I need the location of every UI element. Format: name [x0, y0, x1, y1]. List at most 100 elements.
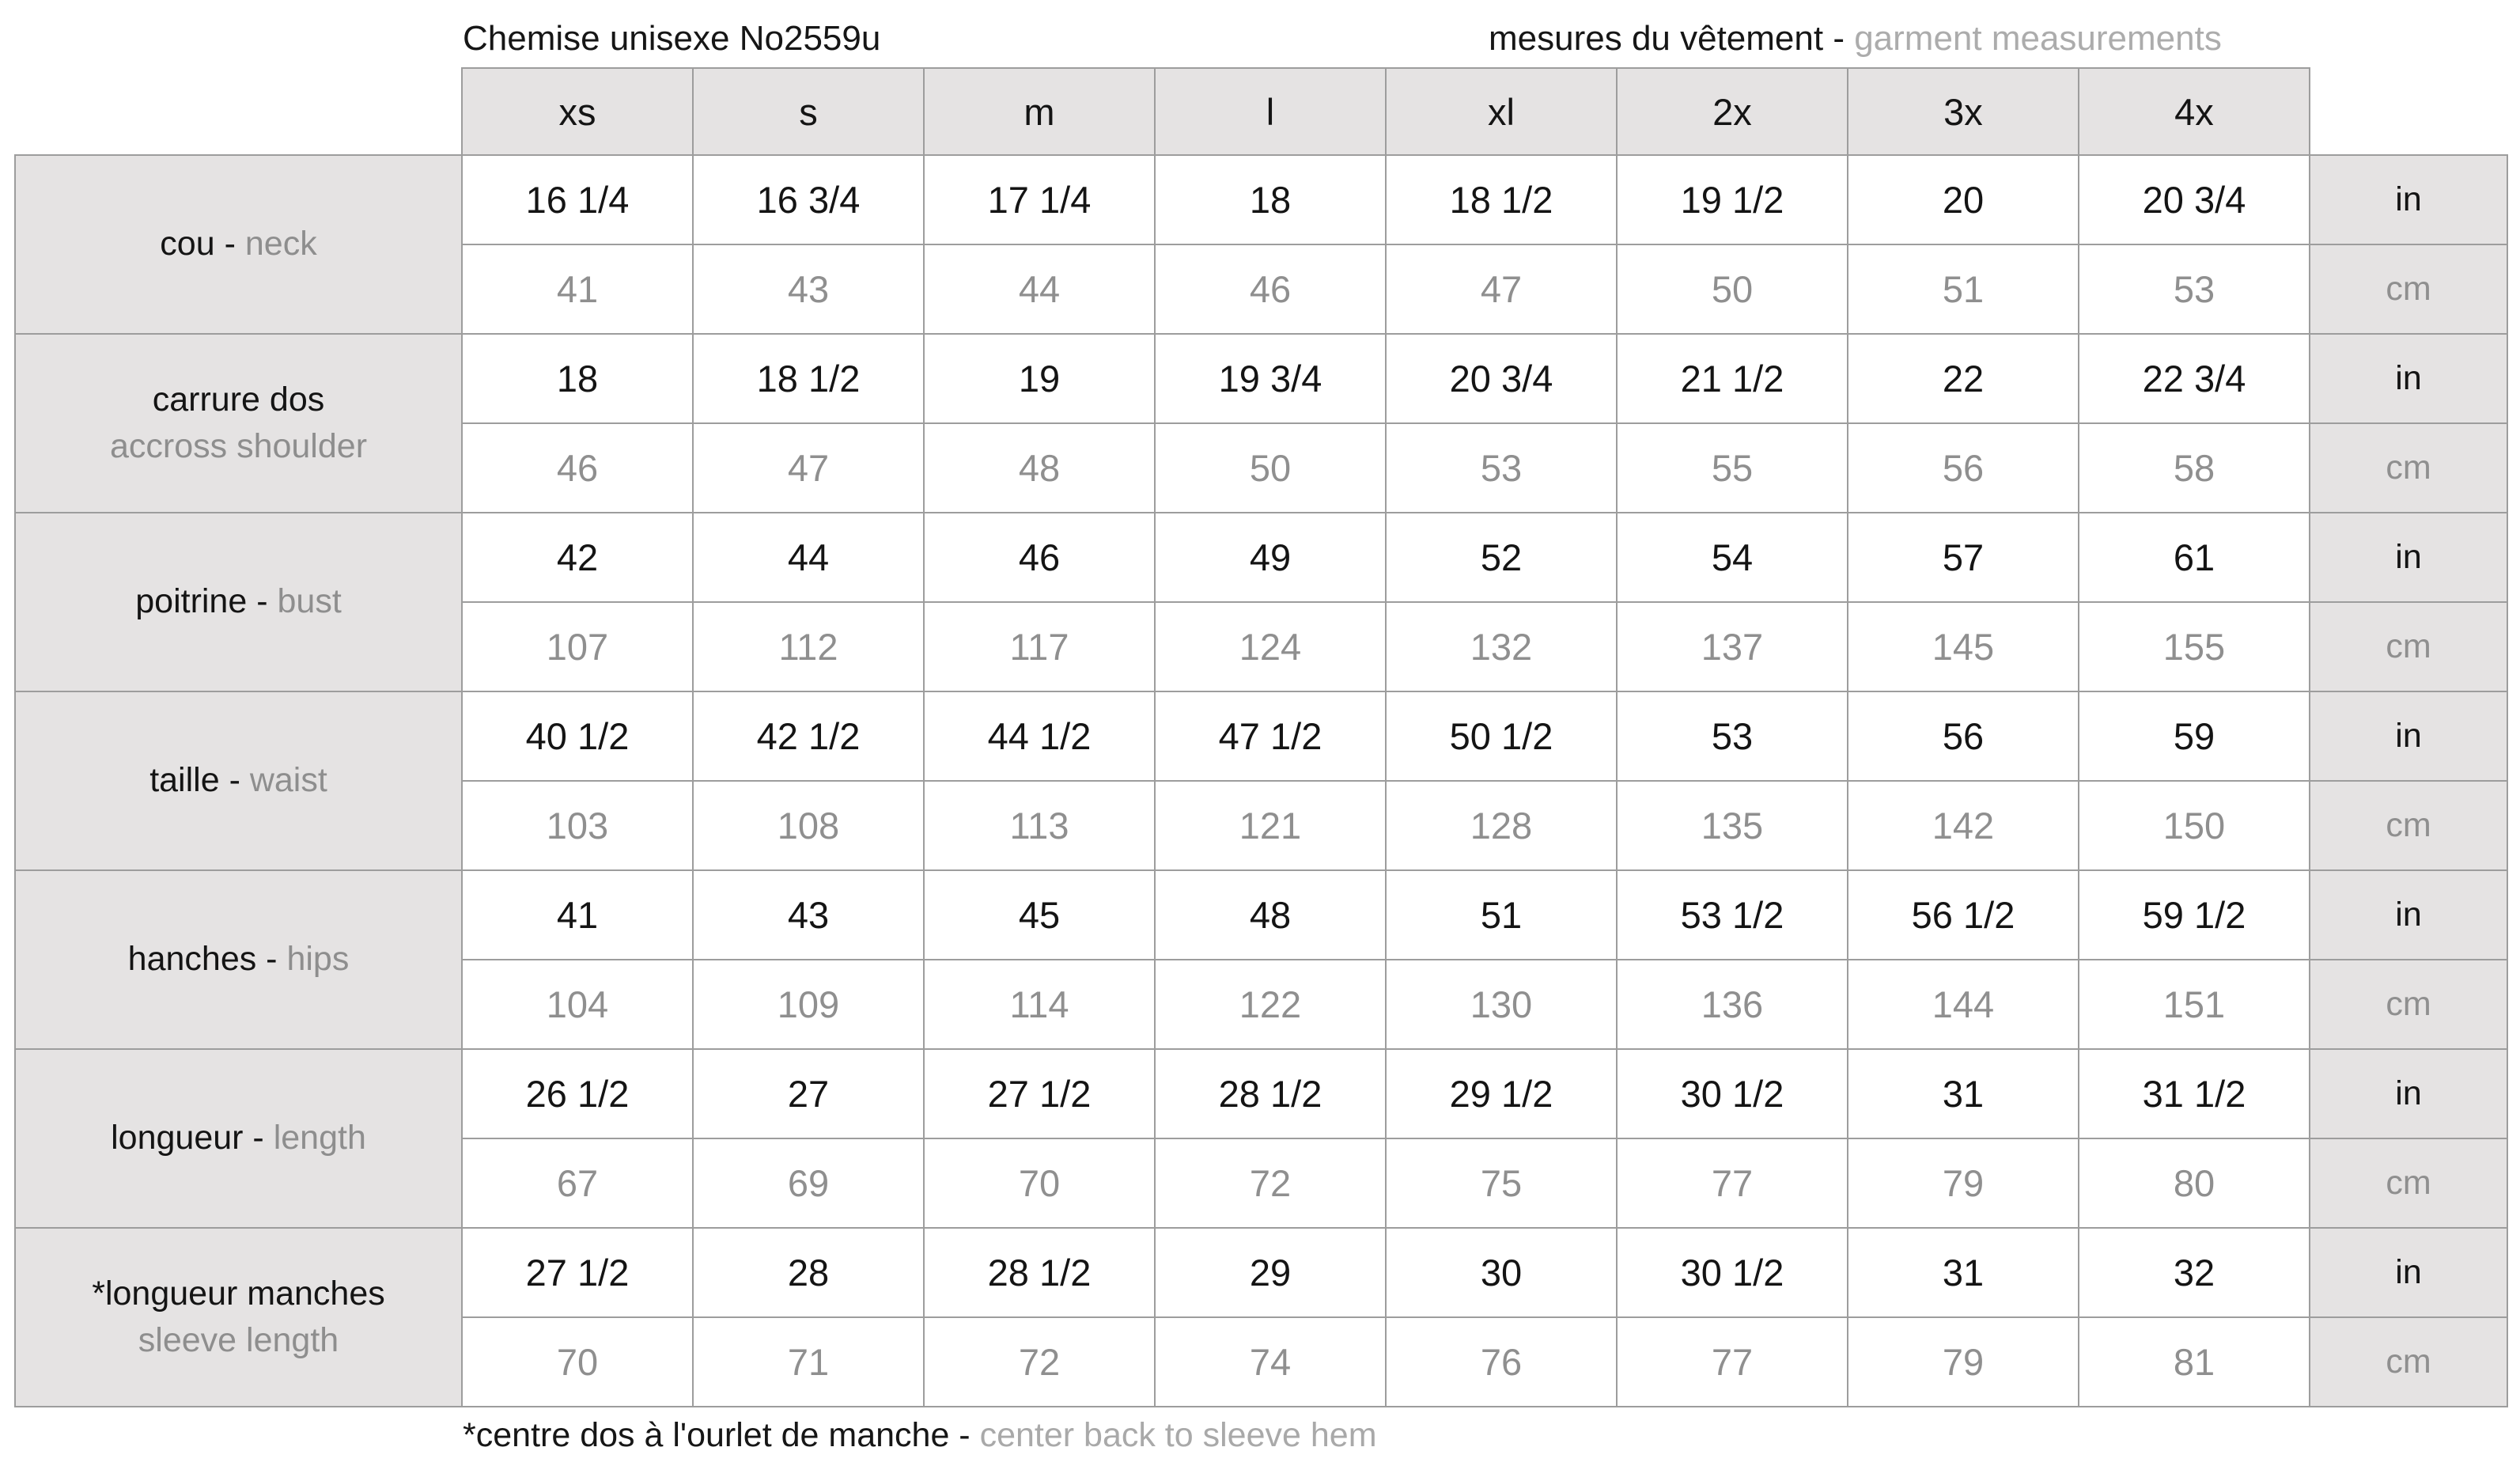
value-cell-cm: 50 [1154, 422, 1387, 513]
value-cell-in: 53 1/2 [1616, 869, 1848, 960]
row-label-fr: *longueur manches [92, 1274, 385, 1313]
size-chart-table: xs s m l xl 2x 3x 4x cou - neck 16 1/4 16 3/4 17 1/… [14, 67, 2508, 1407]
value-cell-in: 43 [692, 869, 925, 960]
row-label-separator: - [219, 761, 250, 800]
value-cell-cm: 76 [1385, 1316, 1618, 1407]
value-cell-in: 29 1/2 [1385, 1048, 1618, 1139]
unit-cell-in: in [2309, 1048, 2508, 1139]
value-cell-cm: 56 [1847, 422, 2079, 513]
value-cell-in: 20 3/4 [2078, 154, 2310, 245]
row-label-cell: longueur - length [14, 1048, 463, 1229]
value-cell-in: 19 3/4 [1154, 333, 1387, 424]
value-cell-in: 41 [461, 869, 694, 960]
value-cell-cm: 77 [1616, 1316, 1848, 1407]
value-cell-in: 44 1/2 [923, 691, 1156, 782]
value-cell-in: 22 [1847, 333, 2079, 424]
value-cell-cm: 112 [692, 601, 925, 692]
value-cell-in: 30 [1385, 1227, 1618, 1318]
value-cell-in: 51 [1385, 869, 1618, 960]
table-row: hanches - hips 41 43 45 48 51 53 1/2 56 1/2 59 1… [14, 869, 2508, 1050]
value-cell-in: 61 [2078, 512, 2310, 603]
value-cell-in: 20 3/4 [1385, 333, 1618, 424]
unit-cell-in: in [2309, 869, 2508, 960]
unit-cell-in: in [2309, 333, 2508, 424]
row-label-cell: carrure dos accross shoulder [14, 333, 463, 513]
value-cell-in: 27 1/2 [461, 1227, 694, 1318]
value-cell-in: 29 [1154, 1227, 1387, 1318]
table-row: 107 112 117 124 132 137 145 155 cm [15, 601, 2508, 692]
value-cell-in: 42 1/2 [692, 691, 925, 782]
value-cell-in: 31 1/2 [2078, 1048, 2310, 1139]
value-cell-in: 30 1/2 [1616, 1227, 1848, 1318]
value-cell-in: 17 1/4 [923, 154, 1156, 245]
value-cell-cm: 109 [692, 959, 925, 1050]
value-cell-in: 57 [1847, 512, 2079, 603]
value-cell-cm: 104 [461, 959, 694, 1050]
value-cell-in: 30 1/2 [1616, 1048, 1848, 1139]
value-cell-cm: 113 [923, 780, 1156, 871]
value-cell-in: 19 [923, 333, 1156, 424]
value-cell-in: 28 1/2 [923, 1227, 1156, 1318]
row-label-separator: - [247, 582, 278, 621]
value-cell-cm: 58 [2078, 422, 2310, 513]
table-row: taille - waist 40 1/2 42 1/2 44 1/2 47 1/2 50… [14, 691, 2508, 871]
value-cell-in: 59 1/2 [2078, 869, 2310, 960]
value-cell-cm: 71 [692, 1316, 925, 1407]
value-cell-cm: 144 [1847, 959, 2079, 1050]
footnote: *centre dos à l'ourlet de manche - cente… [463, 1416, 1377, 1455]
value-cell-cm: 137 [1616, 601, 1848, 692]
row-label-en: neck [244, 225, 317, 263]
table-row: longueur - length 26 1/2 27 27 1/2 28 1/2 29 … [14, 1048, 2508, 1229]
value-cell-in: 31 [1847, 1227, 2079, 1318]
value-cell-in: 49 [1154, 512, 1387, 603]
value-cell-cm: 70 [923, 1138, 1156, 1229]
unit-cell-cm: cm [2309, 601, 2508, 692]
row-label-cell: taille - waist [14, 691, 463, 871]
value-cell-in: 54 [1616, 512, 1848, 603]
value-cell-in: 50 1/2 [1385, 691, 1618, 782]
value-cell-cm: 53 [2078, 244, 2310, 335]
value-cell-cm: 75 [1385, 1138, 1618, 1229]
value-cell-in: 31 [1847, 1048, 2079, 1139]
footnote-separator: - [949, 1416, 980, 1454]
page-title: Chemise unisexe No2559u [463, 19, 880, 59]
value-cell-in: 26 1/2 [461, 1048, 694, 1139]
value-cell-cm: 122 [1154, 959, 1387, 1050]
value-cell-cm: 46 [1154, 244, 1387, 335]
table-row: poitrine - bust 42 44 46 49 52 54 57 61 in [14, 512, 2508, 692]
table-row: 104 109 114 122 130 136 144 151 cm [15, 959, 2508, 1050]
value-cell-cm: 114 [923, 959, 1156, 1050]
value-cell-cm: 142 [1847, 780, 2079, 871]
value-cell-in: 59 [2078, 691, 2310, 782]
table-row: 70 71 72 74 76 77 79 81 cm [15, 1316, 2508, 1407]
row-label-en: sleeve length [138, 1321, 339, 1359]
value-cell-cm: 150 [2078, 780, 2310, 871]
row-label-fr: longueur [111, 1119, 244, 1157]
value-cell-in: 45 [923, 869, 1156, 960]
value-cell-in: 56 1/2 [1847, 869, 2079, 960]
unit-cell-cm: cm [2309, 422, 2508, 513]
value-cell-cm: 77 [1616, 1138, 1848, 1229]
value-cell-cm: 55 [1616, 422, 1848, 513]
row-label-fr: cou [160, 225, 215, 263]
value-cell-cm: 69 [692, 1138, 925, 1229]
value-cell-cm: 53 [1385, 422, 1618, 513]
value-cell-cm: 79 [1847, 1138, 2079, 1229]
value-cell-in: 48 [1154, 869, 1387, 960]
value-cell-in: 16 3/4 [692, 154, 925, 245]
value-cell-cm: 41 [461, 244, 694, 335]
value-cell-cm: 145 [1847, 601, 2079, 692]
value-cell-in: 28 [692, 1227, 925, 1318]
size-header-cell: 2x [1616, 67, 1848, 156]
value-cell-in: 47 1/2 [1154, 691, 1387, 782]
row-label-en: waist [249, 761, 327, 800]
table-row: 67 69 70 72 75 77 79 80 cm [15, 1138, 2508, 1229]
size-header-cell: s [692, 67, 925, 156]
unit-cell-cm: cm [2309, 1316, 2508, 1407]
value-cell-in: 56 [1847, 691, 2079, 782]
value-cell-cm: 135 [1616, 780, 1848, 871]
size-header-cell: xs [461, 67, 694, 156]
value-cell-cm: 124 [1154, 601, 1387, 692]
unit-cell-cm: cm [2309, 959, 2508, 1050]
value-cell-cm: 108 [692, 780, 925, 871]
